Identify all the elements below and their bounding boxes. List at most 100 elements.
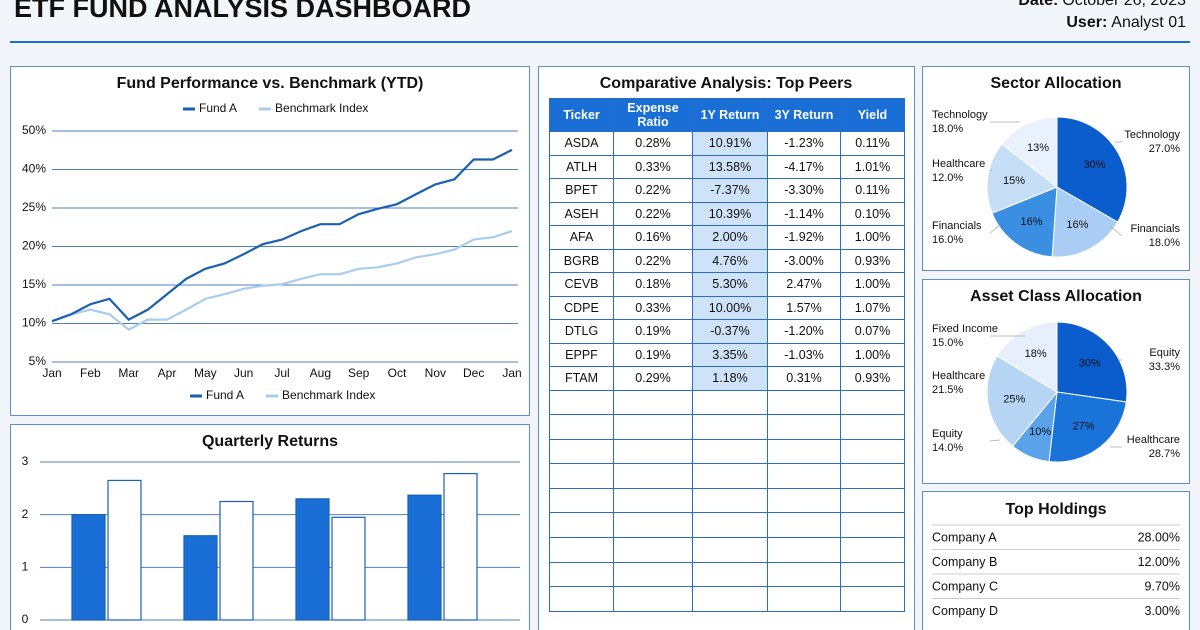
table-cell: 10.39%: [692, 201, 768, 226]
empty-cell: [549, 438, 614, 465]
user-label: User:: [1066, 14, 1107, 31]
table-cell: -3.00%: [767, 248, 841, 273]
slice-label: 30%: [1079, 357, 1101, 369]
holding-name: Company A: [932, 530, 997, 544]
empty-cell: [767, 537, 841, 563]
empty-cell: [692, 487, 768, 514]
table-cell: CDPE: [549, 295, 614, 320]
y-tick-label: 1: [22, 560, 29, 574]
annotation-value: 33.3%: [1149, 361, 1180, 373]
table-row: ATLH 0.33% 13.58% -4.17% 1.01%: [549, 154, 905, 179]
y-tick-label: 40%: [22, 162, 46, 176]
annotation-name: Fixed Income: [932, 323, 998, 335]
annotation-name: Financials: [932, 220, 982, 232]
slice-label: 13%: [1027, 142, 1049, 154]
bar: [107, 479, 142, 621]
slice-label: 16%: [1020, 216, 1042, 228]
table-cell: 1.00%: [840, 272, 905, 297]
table-cell: 10.91%: [692, 131, 768, 156]
empty-cell: [840, 537, 905, 563]
table-cell: AFA: [549, 225, 614, 250]
peers-table: Ticker Expense Ratio 1Y Return 3Y Return Yie…: [549, 98, 905, 612]
empty-cell: [840, 586, 905, 612]
table-row: ASEH 0.22% 10.39% -1.14% 0.10%: [549, 201, 905, 226]
empty-cell: [549, 487, 614, 514]
empty-cell: [840, 463, 905, 489]
table-cell: 13.58%: [692, 154, 768, 179]
table-cell: 0.33%: [613, 154, 693, 179]
table-cell: 2.00%: [692, 225, 768, 250]
table-cell: 1.01%: [840, 154, 905, 179]
annotation-name: Healthcare: [932, 158, 985, 170]
table-cell: CEVB: [549, 272, 614, 297]
empty-cell: [692, 561, 768, 588]
bar: [443, 472, 478, 621]
x-tick-label: Apr: [158, 366, 177, 380]
annotation-value: 15.0%: [932, 337, 963, 349]
x-tick-label: May: [194, 366, 217, 380]
header-rule: [10, 41, 1190, 43]
table-cell: ASEH: [549, 201, 614, 226]
holding-weight: 3.00%: [1145, 604, 1180, 618]
bar: [295, 498, 330, 621]
empty-cell: [692, 537, 768, 563]
table-header: Ticker Expense Ratio 1Y Return 3Y Return Yie…: [549, 98, 905, 132]
table-cell: 0.22%: [613, 201, 693, 226]
annotation-name: Technology: [932, 109, 988, 121]
table-cell: 2.47%: [767, 272, 841, 297]
empty-cell: [692, 389, 768, 416]
empty-cell: [613, 414, 693, 440]
pie-slice: [1048, 391, 1127, 463]
annotation-value: 18.0%: [932, 123, 963, 135]
y-tick-label: 25%: [22, 200, 46, 214]
panel-title: Asset Class Allocation: [970, 288, 1142, 305]
empty-cell: [549, 512, 614, 539]
table-cell: 4.76%: [692, 248, 768, 273]
pie-slice: [986, 355, 1058, 447]
legend-label: Fund A: [206, 388, 244, 402]
empty-row: [549, 438, 905, 465]
column-header: Yield: [840, 98, 905, 132]
empty-cell: [613, 389, 693, 416]
leader-line: [989, 439, 1001, 442]
table-cell: 10.00%: [692, 295, 768, 320]
empty-row: [549, 512, 905, 539]
user-value: Analyst 01: [1111, 14, 1186, 31]
bar: [71, 514, 106, 621]
table-cell: BPET: [549, 178, 614, 203]
dashboard-title: ETF FUND ANALYSIS DASHBOARD: [14, 0, 471, 23]
table-cell: 0.11%: [840, 178, 905, 203]
empty-cell: [767, 463, 841, 489]
annotation-name: Financials: [1130, 223, 1180, 235]
pie-slice: [986, 143, 1058, 214]
panel-title: Comparative Analysis: Top Peers: [600, 75, 853, 92]
table-cell: 1.57%: [767, 295, 841, 320]
table-cell: FTAM: [549, 366, 614, 391]
pie-slice: [1056, 116, 1128, 223]
annotation-value: 12.0%: [932, 172, 963, 184]
empty-row: [549, 586, 905, 612]
empty-cell: [613, 537, 693, 563]
table-cell: 1.00%: [840, 225, 905, 250]
table-row: CEVB 0.18% 5.30% 2.47% 1.00%: [549, 272, 905, 297]
table-cell: EPPF: [549, 342, 614, 367]
table-cell: -1.20%: [767, 319, 841, 344]
column-header: 3Y Return: [767, 98, 841, 132]
empty-cell: [549, 537, 614, 563]
empty-row: [549, 414, 905, 440]
empty-row: [549, 463, 905, 489]
empty-cell: [840, 487, 905, 514]
empty-cell: [613, 561, 693, 588]
date: Date: October 26, 2023: [1018, 0, 1186, 9]
panel-title: Quarterly Returns: [202, 433, 338, 450]
date-value: October 26, 2023: [1062, 0, 1186, 9]
empty-cell: [767, 438, 841, 465]
x-tick-label: Oct: [388, 366, 407, 380]
table-cell: DTLG: [549, 319, 614, 344]
holding-name: Company B: [932, 555, 997, 569]
bar: [183, 535, 218, 621]
slice-label: 18%: [1025, 348, 1047, 360]
x-tick-label: Jan: [502, 366, 521, 380]
table-row: AFA 0.16% 2.00% -1.92% 1.00%: [549, 225, 905, 250]
